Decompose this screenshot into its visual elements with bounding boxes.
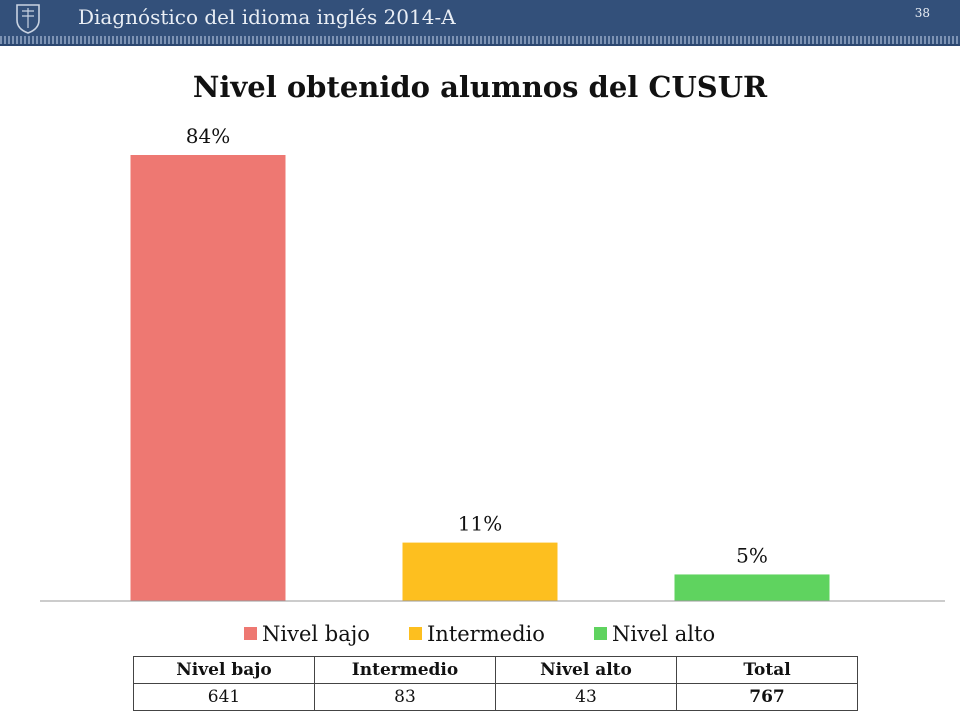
chart-title: Nivel obtenido alumnos del CUSUR <box>192 70 768 104</box>
bar-intermedio <box>402 542 558 601</box>
table-cell-total: 767 <box>676 683 858 711</box>
bar-nivel-alto <box>674 574 830 601</box>
table-header-nivel-bajo: Nivel bajo <box>133 656 315 684</box>
header-title: Diagnóstico del idioma inglés 2014-A <box>78 5 456 29</box>
table-header-row: Nivel bajo Intermedio Nivel alto Total <box>133 656 858 684</box>
data-label-nivel-bajo: 84% <box>186 124 230 148</box>
legend-swatch-nivel-bajo <box>244 627 257 640</box>
table-cell-intermedio: 83 <box>314 683 496 711</box>
bar-chart: 84% 11% 5% Nivel bajo Intermedio Nivel alto <box>40 124 945 646</box>
summary-table: Nivel bajo Intermedio Nivel alto Total 6… <box>133 656 858 711</box>
table-header-total: Total <box>676 656 858 684</box>
table-cell-nivel-bajo: 641 <box>133 683 315 711</box>
legend-label-intermedio: Intermedio <box>427 622 545 646</box>
university-seal-icon <box>16 4 40 34</box>
table-header-intermedio: Intermedio <box>314 656 496 684</box>
legend-swatch-intermedio <box>409 627 422 640</box>
data-label-intermedio: 11% <box>458 512 502 536</box>
table-header-nivel-alto: Nivel alto <box>495 656 677 684</box>
legend-label-nivel-bajo: Nivel bajo <box>262 622 370 646</box>
legend-label-nivel-alto: Nivel alto <box>612 622 715 646</box>
data-label-nivel-alto: 5% <box>736 543 768 567</box>
legend-swatch-nivel-alto <box>594 627 607 640</box>
header-stripe <box>0 36 960 44</box>
header-bar <box>0 0 960 36</box>
bar-nivel-bajo <box>130 155 286 601</box>
header-rule <box>0 44 960 46</box>
table-cell-nivel-alto: 43 <box>495 683 677 711</box>
table-row: 641 83 43 767 <box>133 683 858 711</box>
slide-number: 38 <box>914 6 930 20</box>
